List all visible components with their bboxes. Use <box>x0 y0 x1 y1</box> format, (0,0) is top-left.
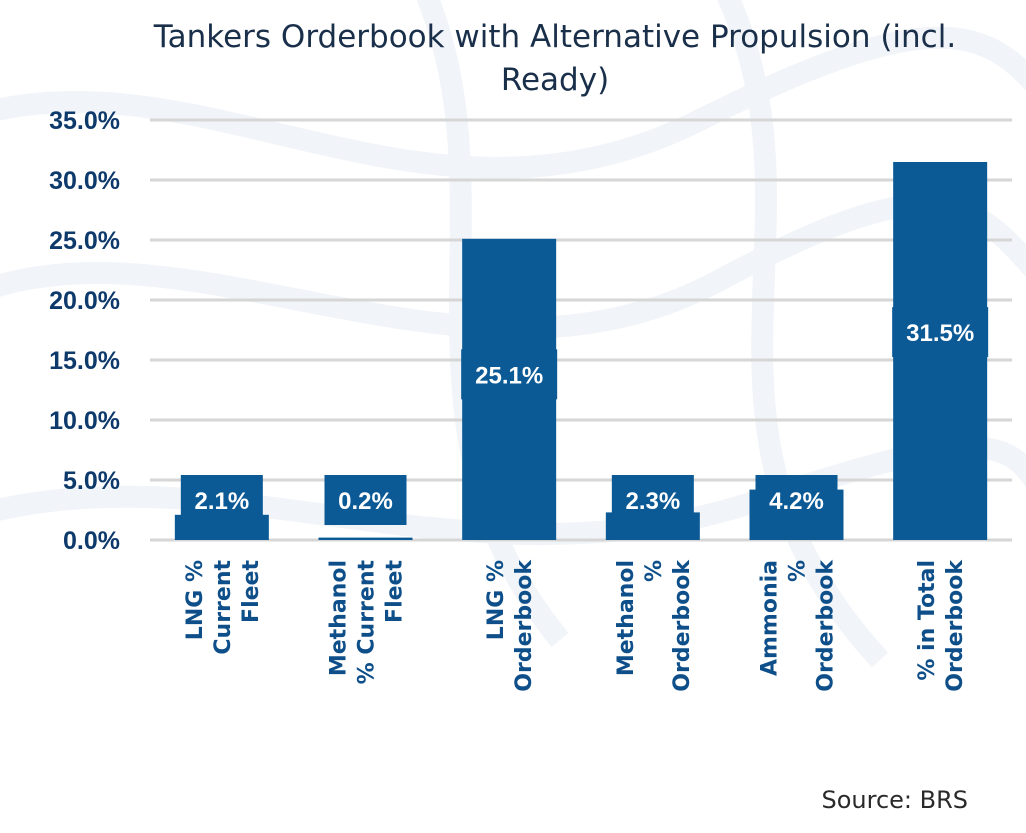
x-category-label: Methanol% Orderbook <box>614 559 695 692</box>
x-category-label-line: Orderbook <box>670 559 695 692</box>
x-category-label-line: Current <box>211 560 236 655</box>
y-tick-label: 5.0% <box>63 467 120 495</box>
y-tick-label: 25.0% <box>49 227 120 255</box>
chart-title-line-2: Ready) <box>501 62 609 98</box>
x-category-label: LNG % Current Fleet <box>183 560 264 655</box>
x-category-label: % in Total Orderbook <box>915 559 968 692</box>
x-category-label-line: Fleet <box>239 560 264 623</box>
source-note: Source: BRS <box>821 786 968 814</box>
data-label: 0.2% <box>338 488 393 515</box>
x-category-label-line: Orderbook <box>512 559 537 692</box>
x-category-label-line: % <box>642 560 667 582</box>
y-tick-label: 30.0% <box>49 167 120 195</box>
data-label-box <box>180 475 263 525</box>
y-tick-label: 0.0% <box>63 527 120 555</box>
gridlines <box>150 118 1012 542</box>
data-label: 4.2% <box>769 488 824 515</box>
y-tick-label: 10.0% <box>49 407 120 435</box>
x-category-label-line: Fleet <box>383 560 408 623</box>
y-tick-label: 20.0% <box>49 287 120 315</box>
bars <box>174 162 988 541</box>
bar <box>318 537 413 540</box>
x-category-label: Ammonia% Orderbook <box>758 559 839 692</box>
x-category-label-line: % Current <box>355 560 380 685</box>
chart-title-line-1: Tankers Orderbook with Alternative Propu… <box>153 19 956 55</box>
y-tick-label: 35.0% <box>49 107 120 135</box>
data-label-box <box>892 307 989 358</box>
x-category-label-line: % <box>786 560 811 582</box>
x-category-label-line: Methanol <box>327 560 352 676</box>
x-category-label-line: Ammonia <box>758 560 783 676</box>
x-category-label-line: LNG % <box>484 560 509 640</box>
data-label: 25.1% <box>475 362 543 389</box>
data-labels: 2.1% 0.2% 25.1% 2.3% 4.2% 31.5% <box>180 307 989 525</box>
x-category-label: Methanol% Current Fleet <box>327 560 408 685</box>
x-category-label-line: Orderbook <box>814 559 839 692</box>
x-category-label-line: LNG % <box>183 560 208 640</box>
x-category-label-line: Methanol <box>614 560 639 676</box>
data-label: 2.1% <box>194 488 249 515</box>
data-label-box <box>611 475 694 525</box>
y-axis-tick-labels: 0.0% 5.0% 10.0% 15.0% 20.0% 25.0% 30.0% 35.0% <box>49 107 120 555</box>
x-category-label-line: Orderbook <box>943 559 968 692</box>
data-label-box <box>324 475 407 525</box>
x-axis-category-labels: LNG % Current Fleet Methanol% Current Fleet L… <box>183 559 968 692</box>
y-tick-label: 15.0% <box>49 347 120 375</box>
data-label-box <box>461 349 558 400</box>
data-label: 31.5% <box>906 320 974 347</box>
x-category-label-line: % in Total <box>915 560 940 681</box>
x-category-label: LNG % Orderbook <box>484 559 537 692</box>
data-label: 2.3% <box>625 488 680 515</box>
data-label-box <box>755 475 838 525</box>
